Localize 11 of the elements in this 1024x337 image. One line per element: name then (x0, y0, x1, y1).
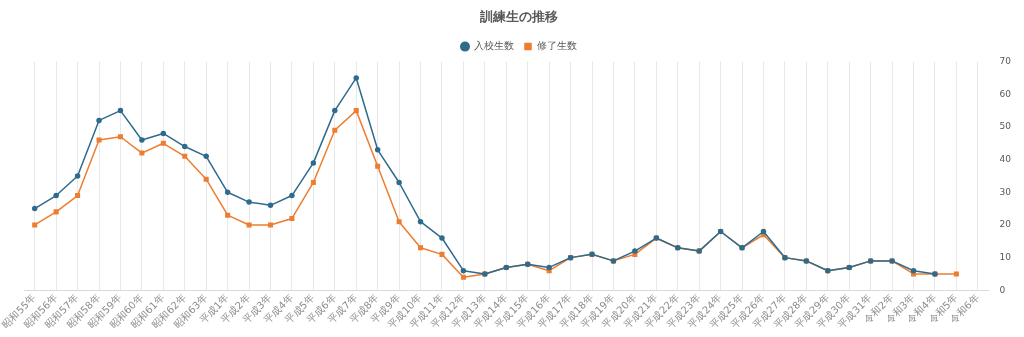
y-tick-label: 30 (999, 186, 1012, 197)
y-tick-label: 50 (999, 121, 1012, 132)
y-tick-label: 70 (999, 55, 1012, 66)
y-tick-label: 20 (999, 219, 1012, 230)
legend-label: 入校生数 (474, 40, 514, 52)
y-tick-label: 10 (999, 251, 1012, 262)
y-tick-label: 40 (999, 153, 1012, 164)
y-tick-label: 60 (999, 88, 1012, 99)
legend-label: 修了生数 (537, 40, 577, 52)
y-tick-label: 0 (999, 284, 1006, 295)
chart-title: 訓練生の推移 (479, 9, 558, 25)
